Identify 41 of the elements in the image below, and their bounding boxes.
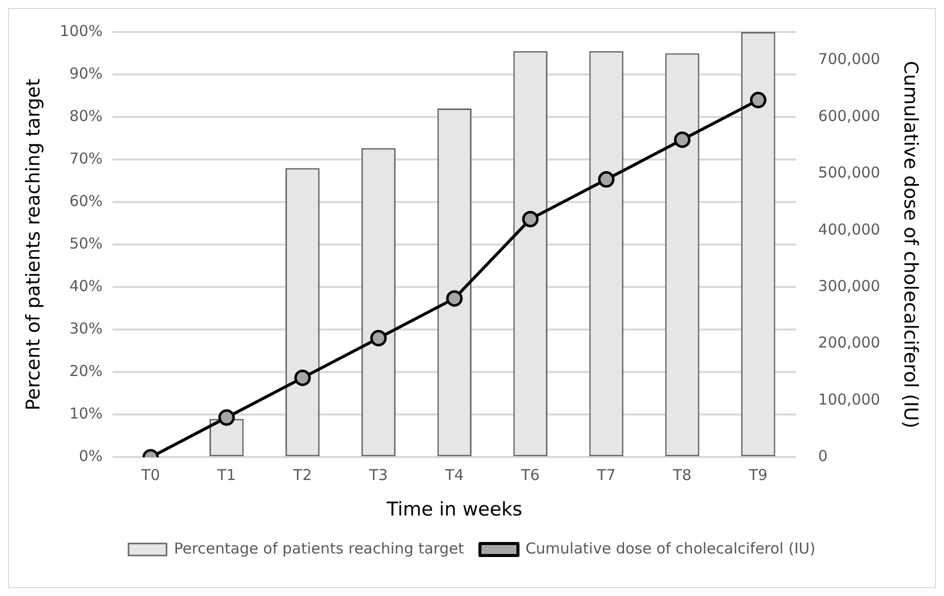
y-tick-label: 100% bbox=[60, 22, 103, 40]
legend-label: Cumulative dose of cholecalciferol (IU) bbox=[525, 539, 816, 558]
y-tick-label: 40% bbox=[69, 277, 103, 296]
y-tick-label: 10% bbox=[69, 404, 103, 423]
x-axis-title: Time in weeks bbox=[386, 498, 522, 521]
point bbox=[750, 92, 766, 108]
point bbox=[370, 330, 387, 346]
y-tick-label: 50% bbox=[69, 234, 103, 252]
y2-tick-label: 700,000 bbox=[818, 50, 880, 68]
y-tick-label: 90% bbox=[69, 64, 103, 82]
point bbox=[522, 210, 539, 228]
point bbox=[294, 370, 311, 386]
y2-axis-title: Cumulative dose of cholecalciferol (IU) bbox=[900, 60, 922, 428]
x-tick-label: T4 bbox=[444, 466, 464, 484]
y-tick-label: 30% bbox=[69, 320, 103, 338]
x-tick-label: T2 bbox=[292, 466, 312, 484]
y2-tick-label: 200,000 bbox=[818, 334, 880, 352]
x-tick-label: T9 bbox=[748, 466, 768, 484]
y-axis-title: Percent of patients reaching target bbox=[22, 78, 44, 411]
point bbox=[218, 409, 235, 426]
y2-tick-label: 100,000 bbox=[818, 390, 880, 408]
y-tick-label: 0% bbox=[78, 447, 103, 466]
x-tick-label: T1 bbox=[216, 466, 236, 484]
point bbox=[674, 131, 691, 148]
y2-tick-label: 300,000 bbox=[818, 277, 880, 296]
y2-tick-label: 400,000 bbox=[818, 220, 880, 238]
y2-tick-label: 600,000 bbox=[818, 106, 880, 125]
y-tick-label: 80% bbox=[69, 106, 103, 125]
y-tick-label: 60% bbox=[69, 192, 103, 210]
point bbox=[598, 171, 615, 188]
y2-tick-label: 500,000 bbox=[818, 164, 880, 182]
y2-tick-label: 0 bbox=[818, 447, 828, 466]
y-tick-label: 20% bbox=[69, 362, 103, 380]
x-tick-label: T7 bbox=[596, 466, 616, 484]
x-tick-label: T0 bbox=[140, 466, 160, 484]
x-tick-label: T8 bbox=[672, 466, 692, 484]
x-tick-label: T6 bbox=[520, 466, 540, 484]
legend-label: Percentage of patients reaching target bbox=[174, 539, 464, 558]
y-tick-label: 70% bbox=[69, 149, 103, 168]
x-tick-label: T3 bbox=[368, 466, 388, 484]
point bbox=[446, 290, 463, 307]
